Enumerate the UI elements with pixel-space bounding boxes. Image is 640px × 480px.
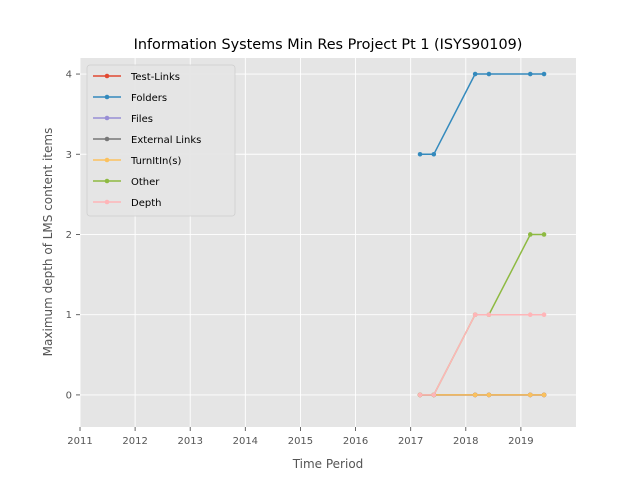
data-point-depth — [431, 392, 437, 398]
legend-label: Other — [131, 177, 160, 188]
data-point-folders — [486, 71, 492, 77]
y-tick-label: 3 — [66, 150, 72, 161]
data-point-depth — [417, 392, 423, 398]
axis-ticks: 2011 2012 2013 2014 2015 2016 2017 2018 2019 0 1 2 3… — [66, 70, 534, 447]
legend-box — [86, 64, 236, 217]
data-point-depth — [472, 312, 478, 317]
y-tick-label: 2 — [66, 230, 72, 241]
legend-label: External Links — [131, 135, 201, 146]
y-tick-label: 1 — [66, 310, 72, 321]
legend-label: Folders — [131, 93, 167, 104]
x-tick-label: 2012 — [122, 436, 147, 447]
data-point-folders — [417, 151, 423, 157]
data-point-folders — [527, 71, 533, 77]
x-axis-label: Time Period — [292, 457, 364, 471]
legend-item-other: Other — [93, 177, 160, 188]
data-point-depth — [527, 312, 533, 317]
series-line-folders — [420, 73, 544, 156]
y-tick-label: 4 — [66, 70, 72, 81]
x-tick-label: 2014 — [233, 436, 258, 447]
data-point-turnitin-s — [486, 392, 492, 398]
data-point-depth — [541, 312, 547, 317]
chart-title: Information Systems Min Res Project Pt 1… — [134, 37, 523, 53]
x-tick-label: 2017 — [398, 436, 423, 447]
data-point-folders — [431, 151, 437, 157]
series-line-depth — [420, 313, 544, 396]
data-point-turnitin-s — [541, 392, 547, 398]
legend-marker — [104, 94, 110, 100]
legend-item-folders: Folders — [93, 93, 167, 104]
data-point-depth — [486, 312, 492, 317]
legend-marker — [104, 136, 110, 142]
x-tick-label: 2015 — [288, 436, 313, 447]
legend-marker — [104, 73, 110, 79]
legend-label: Files — [131, 114, 153, 125]
legend-item-depth: Depth — [93, 198, 161, 209]
data-point-folders — [541, 71, 547, 77]
series-layer — [417, 71, 547, 398]
y-tick-label: 0 — [66, 390, 72, 401]
x-tick-label: 2011 — [67, 436, 92, 447]
legend-item-test-links: Test-Links — [93, 72, 180, 83]
legend-item-files: Files — [93, 114, 153, 125]
data-point-folders — [472, 71, 478, 77]
series-depth — [417, 312, 547, 398]
legend-item-external-links: External Links — [93, 135, 201, 146]
x-tick-label: 2018 — [453, 436, 478, 447]
data-point-other — [541, 232, 547, 237]
x-tick-label: 2013 — [177, 436, 202, 447]
legend-label: TurnItIn(s) — [130, 156, 181, 167]
legend-marker — [104, 178, 110, 184]
legend-marker — [104, 115, 110, 121]
data-point-turnitin-s — [472, 392, 478, 398]
legend-marker — [104, 157, 110, 163]
legend: Test-Links Folders Files External Links Turn… — [86, 64, 236, 217]
x-tick-label: 2016 — [343, 436, 368, 447]
legend-item-turnitin-s: TurnItIn(s) — [93, 156, 181, 167]
y-axis-label: Maximum depth of LMS content items — [41, 128, 55, 357]
data-point-turnitin-s — [527, 392, 533, 398]
legend-label: Depth — [131, 198, 161, 209]
legend-marker — [104, 199, 110, 205]
series-folders — [417, 71, 547, 157]
legend-label: Test-Links — [130, 72, 180, 83]
data-point-other — [527, 232, 533, 237]
x-tick-label: 2019 — [508, 436, 533, 447]
